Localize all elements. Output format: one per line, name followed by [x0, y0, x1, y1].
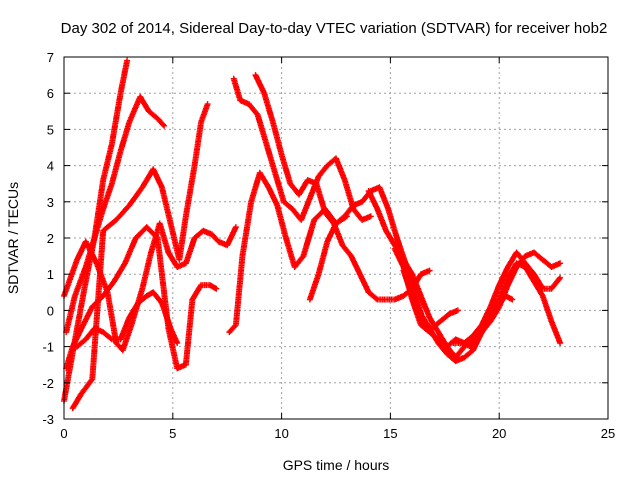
y-tick-label: 6 [47, 86, 54, 101]
y-tick-label: 4 [47, 159, 54, 174]
y-tick-label: 2 [47, 231, 54, 246]
series-arc-7 [226, 169, 350, 336]
y-tick-label: -2 [42, 376, 54, 391]
y-axis-label: SDTVAR / TECUs [5, 182, 21, 294]
y-tick-label: -1 [42, 340, 54, 355]
data-point-markers [63, 93, 168, 336]
series-arc-10 [306, 184, 461, 332]
data-points [61, 57, 564, 412]
data-point-markers [74, 289, 181, 350]
x-tick-label: 25 [601, 426, 615, 441]
data-point-markers [450, 292, 516, 350]
series-arc-14 [450, 292, 516, 350]
x-tick-labels: 0 5 10 15 20 25 [60, 426, 615, 441]
x-axis-label: GPS time / hours [283, 457, 390, 473]
y-tick-labels: -3 -2 -1 0 1 2 3 4 5 6 7 [42, 50, 54, 427]
chart-title: Day 302 of 2014, Sidereal Day-to-day VTE… [61, 20, 608, 37]
data-point-markers [252, 72, 433, 303]
y-tick-label: 1 [47, 267, 54, 282]
x-tick-label: 10 [274, 426, 288, 441]
x-tick-label: 5 [169, 426, 176, 441]
axis-ticks [63, 56, 609, 420]
y-tick-label: 3 [47, 195, 54, 210]
x-tick-label: 15 [383, 426, 397, 441]
data-point-markers [226, 169, 350, 336]
grid [64, 57, 608, 419]
series-arc-2 [63, 93, 168, 336]
data-point-markers [306, 184, 461, 332]
x-tick-label: 20 [492, 426, 506, 441]
data-point-markers [63, 224, 220, 372]
y-tick-label: 7 [47, 50, 54, 65]
y-tick-label: 5 [47, 122, 54, 137]
y-tick-label: 0 [47, 303, 54, 318]
series-arc-6 [74, 289, 181, 350]
y-tick-label: -3 [42, 412, 54, 427]
x-tick-label: 0 [60, 426, 67, 441]
data-point-markers [230, 75, 374, 223]
series-arc-5 [63, 224, 220, 372]
series-arc-9 [252, 72, 433, 303]
series-arc-8 [230, 75, 374, 223]
